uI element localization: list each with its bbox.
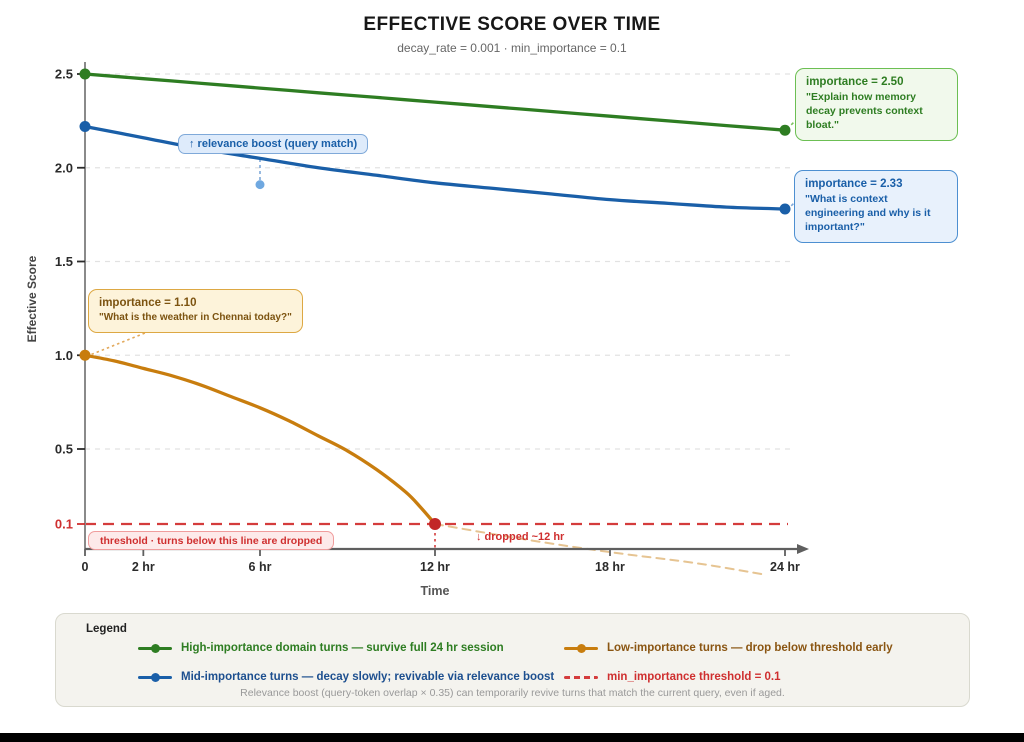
- chart-title: EFFECTIVE SCORE OVER TIME: [363, 14, 661, 35]
- legend-title: Legend: [86, 623, 127, 635]
- mid-importance-callout-title: importance = 2.33: [805, 178, 903, 190]
- legend-item-label: Low-importance turns — drop below thresh…: [607, 642, 893, 654]
- series-line-high: [83, 72, 787, 132]
- x-tick-label: 6 hr: [249, 560, 272, 574]
- data-point-mid: [79, 121, 91, 132]
- high-importance-callout-quote: "Explain how memory decay prevents conte…: [806, 91, 923, 132]
- y-tick-label: 2.0: [55, 160, 73, 175]
- x-tick-label: 12 hr: [420, 560, 450, 574]
- bottom-black-bar: [0, 733, 1024, 742]
- x-tick-label: 18 hr: [595, 560, 625, 574]
- mid-importance-callout-quote: "What is context engineering and why is …: [805, 193, 931, 234]
- x-tick-label: 24 hr: [770, 560, 800, 574]
- blue-line-dot-swatch-icon: [138, 671, 172, 683]
- data-point-mid: [779, 203, 791, 215]
- red-dashed-line-swatch-icon: [564, 671, 598, 683]
- y-tick-label: 2.5: [55, 67, 73, 82]
- legend: Legend High-importance domain turns — su…: [55, 613, 970, 707]
- series-line-dropped-projection: [434, 523, 766, 576]
- legend-item-high-importance: High-importance domain turns — survive f…: [138, 642, 504, 654]
- high-importance-callout-title: importance = 2.50: [806, 76, 904, 88]
- legend-footnote: Relevance boost (query-token overlap × 0…: [240, 687, 785, 699]
- legend-item-low-importance: Low-importance turns — drop below thresh…: [564, 642, 893, 654]
- legend-item-label: Mid-importance turns — decay slowly; rev…: [181, 671, 555, 683]
- data-point-high: [79, 68, 91, 80]
- y-tick-label: 0.5: [55, 442, 73, 457]
- legend-item-mid-importance: Mid-importance turns — decay slowly; rev…: [138, 671, 554, 683]
- x-tick-label: 0: [82, 560, 89, 574]
- legend-item-label: High-importance domain turns — survive f…: [181, 642, 504, 654]
- low-importance-callout: importance = 1.10 "What is the weather i…: [88, 289, 303, 333]
- x-tick-label: 2 hr: [132, 560, 155, 574]
- low-importance-callout-title: importance = 1.10: [99, 297, 197, 309]
- relevance-boost-tooltip: ↑ relevance boost (query match): [178, 134, 369, 154]
- green-line-dot-swatch-icon: [138, 642, 172, 654]
- y-tick-label: 1.5: [55, 254, 73, 269]
- orange-line-dot-swatch-icon: [564, 642, 598, 654]
- data-point-low: [79, 349, 91, 361]
- legend-item-threshold: min_importance threshold = 0.1: [564, 671, 781, 683]
- data-point-high: [779, 124, 791, 136]
- mid-importance-callout: importance = 2.33 "What is context engin…: [794, 170, 958, 243]
- orange-callout-connector: [89, 330, 151, 356]
- series-line-low: [83, 353, 437, 526]
- threshold-pill-label: threshold · turns below this line are dr…: [88, 531, 335, 550]
- legend-item-label: min_importance threshold = 0.1: [607, 671, 781, 683]
- high-importance-callout: importance = 2.50 "Explain how memory de…: [795, 68, 958, 141]
- x-axis-label: Time: [420, 584, 450, 598]
- chart-plot-area: 0 2 hr 6 hr 12 hr 18 hr 24 hr 2.5 2.0 1.5 1.0 0.5 0…: [55, 62, 809, 576]
- y-axis-label: Effective Score: [25, 255, 39, 343]
- dropped-at-12hr-label: ↓ dropped ~12 hr: [476, 531, 565, 543]
- data-point-low: [429, 518, 441, 530]
- low-importance-callout-quote: "What is the weather in Chennai today?": [99, 312, 292, 323]
- x-axis-arrow-icon: [797, 544, 809, 554]
- chart-subtitle: decay_rate = 0.001 · min_importance = 0.…: [397, 41, 627, 55]
- y-tick-label: 1.0: [55, 348, 73, 363]
- pre-boost-ghost-point: [255, 180, 265, 190]
- y-tick-label: 0.1: [55, 517, 73, 532]
